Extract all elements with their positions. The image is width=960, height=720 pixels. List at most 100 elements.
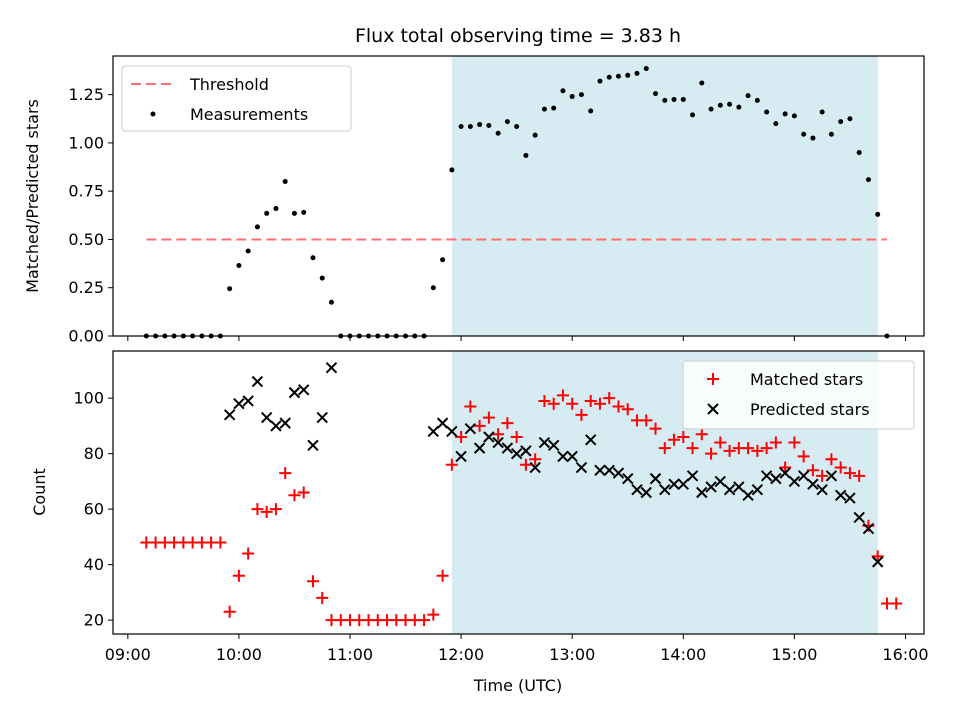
matched-star-point xyxy=(603,392,616,405)
matched-star-point xyxy=(427,608,440,621)
matched-star-point xyxy=(269,503,282,516)
predicted-star-point xyxy=(825,470,838,482)
matched-star-point xyxy=(501,417,514,430)
predicted-star-point xyxy=(612,467,625,479)
predicted-star-point xyxy=(853,511,865,524)
measurement-point xyxy=(828,131,834,137)
measurement-point xyxy=(875,211,881,217)
measurement-point xyxy=(578,92,584,98)
matched-star-point xyxy=(575,408,588,421)
matched-star-point xyxy=(418,614,431,627)
measurement-point xyxy=(319,275,325,281)
matched-star-point xyxy=(566,397,579,410)
predicted-star-point xyxy=(464,422,477,435)
predicted-star-point xyxy=(260,411,273,424)
predicted-star-point xyxy=(807,478,819,490)
matched-star-point xyxy=(723,444,736,457)
predicted-star-point xyxy=(436,417,449,429)
predicted-star-point xyxy=(288,386,301,399)
predicted-star-point xyxy=(723,484,736,496)
measurement-point xyxy=(727,101,733,107)
matched-star-point xyxy=(473,419,486,432)
measurement-point xyxy=(745,93,751,99)
measurement-point xyxy=(588,108,594,114)
predicted-star-point xyxy=(622,472,634,485)
measurement-point xyxy=(847,116,853,122)
measurement-point xyxy=(495,130,501,136)
matched-stars-points xyxy=(140,389,903,627)
matched-star-point xyxy=(279,467,292,480)
predicted-star-point xyxy=(298,384,310,396)
matched-star-point xyxy=(797,450,810,463)
x-axis-label: Time (UTC) xyxy=(473,676,562,695)
measurement-point xyxy=(634,70,640,76)
bottom-y-axis-label: Count xyxy=(30,468,49,516)
predicted-star-point xyxy=(233,398,245,410)
measurement-point xyxy=(643,66,649,72)
predicted-star-point xyxy=(659,484,671,496)
matched-star-point xyxy=(288,489,301,502)
predicted-star-point xyxy=(733,481,745,493)
measurement-point xyxy=(819,109,825,115)
bottom-x-ticks: 09:00 10:00 11:00 12:00 13:00 14:00 15:00 16:00 xyxy=(105,634,929,664)
measurement-point xyxy=(430,285,436,291)
measurement-point xyxy=(541,106,547,112)
matched-star-point xyxy=(871,550,884,563)
top-axes-frame xyxy=(112,55,925,337)
predicted-star-point xyxy=(844,492,856,504)
measurement-point xyxy=(291,210,297,216)
matched-star-point xyxy=(519,458,532,471)
bottom-legend: Matched stars Predicted stars xyxy=(682,360,915,430)
predicted-star-point xyxy=(279,417,291,429)
legend-threshold-label: Threshold xyxy=(189,75,269,94)
chart-title: Flux total observing time = 3.83 h xyxy=(355,25,681,47)
predicted-star-point xyxy=(547,439,560,452)
measurement-point xyxy=(449,167,455,173)
measurement-point xyxy=(273,206,279,212)
measurement-point xyxy=(560,88,566,94)
matched-star-point xyxy=(492,428,505,441)
matched-star-point xyxy=(316,591,329,604)
top-panel: 0.00 0.25 0.50 0.75 1.00 1.25 Matched/Predict… xyxy=(23,55,925,346)
x-tick-label: 13:00 xyxy=(549,645,595,664)
predicted-star-point xyxy=(483,431,495,443)
predicted-star-point xyxy=(751,484,764,496)
predicted-star-point xyxy=(455,450,467,463)
matched-star-point xyxy=(714,436,727,449)
predicted-star-point xyxy=(529,461,541,474)
matched-star-point xyxy=(436,569,449,582)
matched-star-point xyxy=(751,444,764,457)
predicted-star-point xyxy=(501,442,514,454)
matched-star-point xyxy=(742,442,755,455)
matched-star-point xyxy=(482,411,495,424)
matched-star-point xyxy=(621,403,634,416)
matched-star-point xyxy=(853,469,866,482)
predicted-star-point xyxy=(770,472,782,485)
x-tick-label: 11:00 xyxy=(327,645,373,664)
matched-star-point xyxy=(538,394,551,407)
predicted-star-point xyxy=(872,556,884,568)
matched-star-point xyxy=(834,461,847,474)
measurement-point xyxy=(514,123,520,129)
predicted-star-point xyxy=(779,467,791,479)
measurement-point xyxy=(440,257,446,263)
matched-star-point xyxy=(214,536,227,549)
predicted-star-point xyxy=(760,470,773,482)
y-tick-label: 80 xyxy=(84,444,104,463)
legend-measurements-label: Measurements xyxy=(190,105,308,124)
measurement-point xyxy=(754,97,760,103)
measurement-point xyxy=(782,111,788,117)
y-tick-label: 0.25 xyxy=(68,278,104,297)
measurement-point xyxy=(708,106,714,112)
measurement-point xyxy=(606,74,612,80)
predicted-star-point xyxy=(816,484,828,496)
matched-star-point xyxy=(251,503,264,516)
y-tick-label: 100 xyxy=(73,389,104,408)
measurement-point xyxy=(467,123,473,129)
matched-star-point xyxy=(242,547,255,560)
y-tick-label: 0.00 xyxy=(68,327,104,346)
matched-star-point xyxy=(584,394,597,407)
measurement-point xyxy=(810,135,816,141)
top-y-ticks: 0.00 0.25 0.50 0.75 1.00 1.25 xyxy=(68,85,113,346)
y-tick-label: 20 xyxy=(84,611,104,630)
